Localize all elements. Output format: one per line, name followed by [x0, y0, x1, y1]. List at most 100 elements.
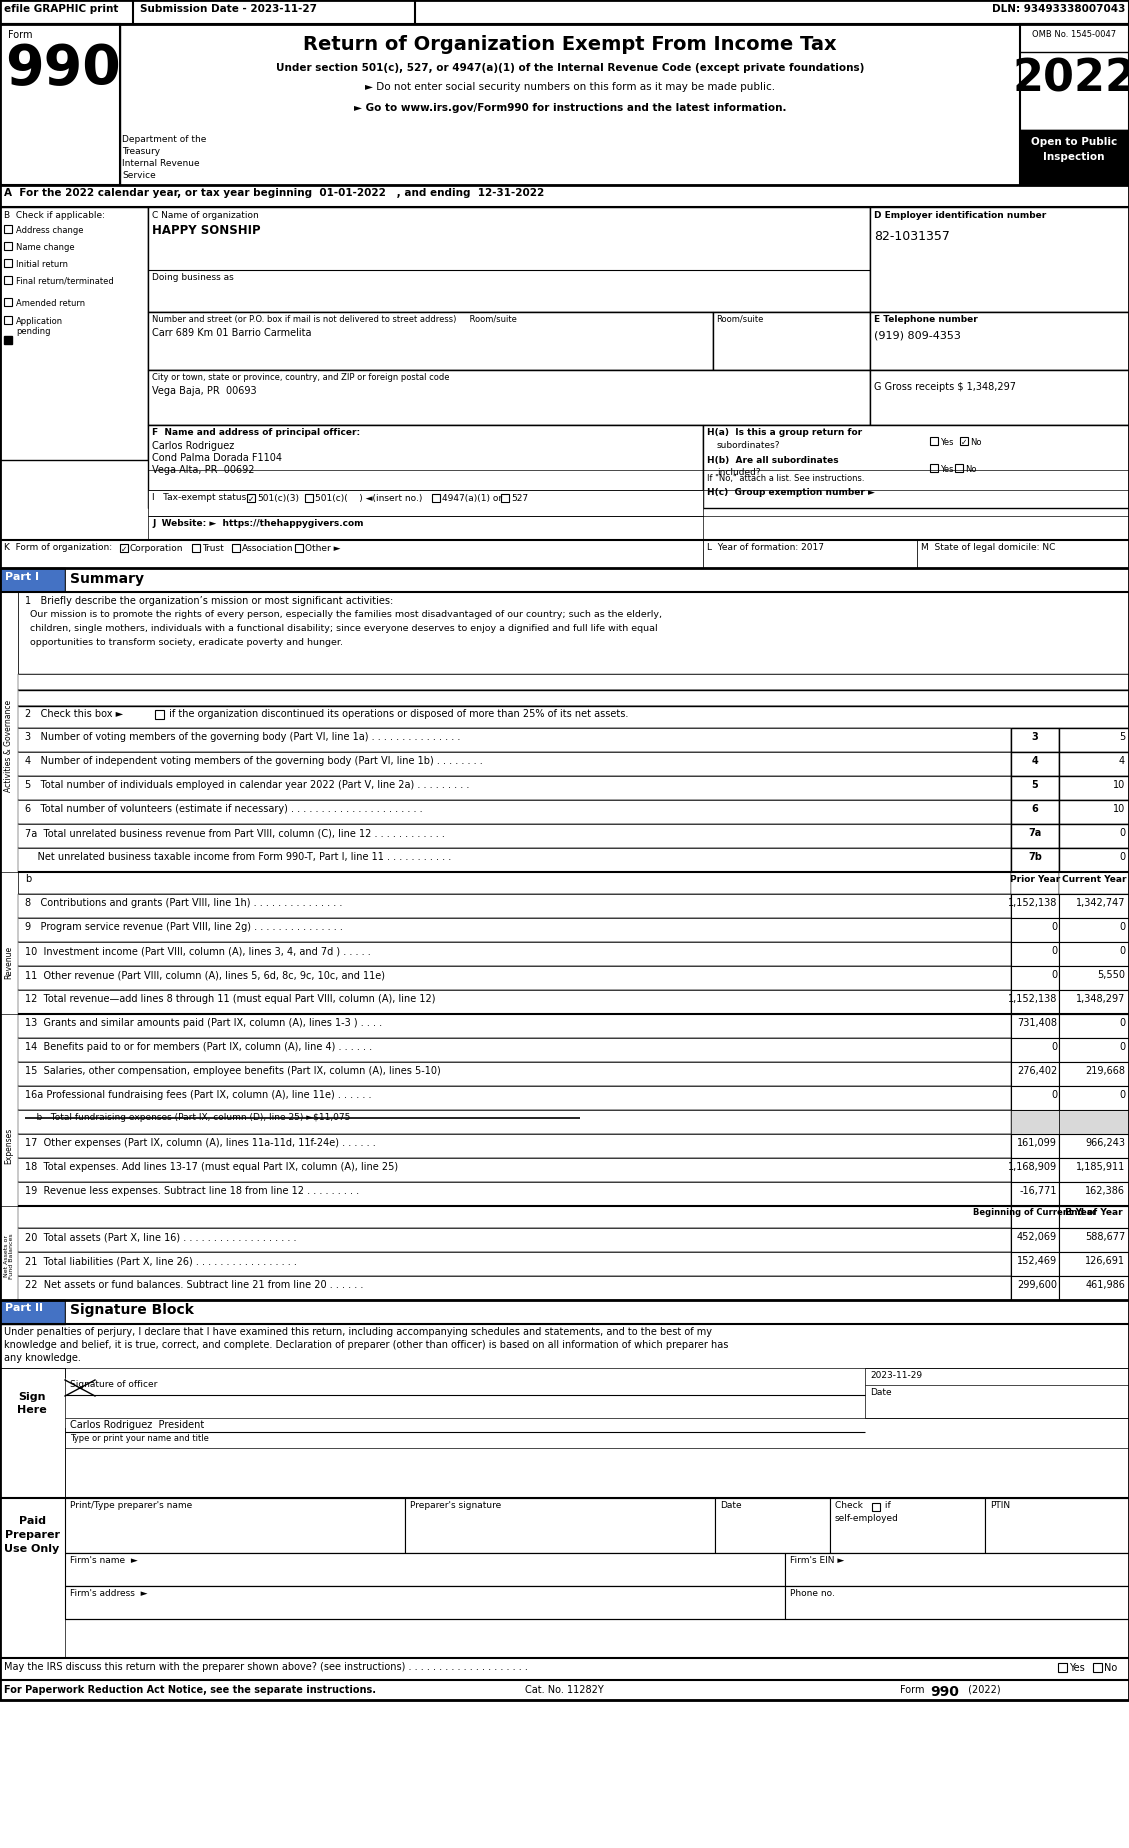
Bar [1059, 894, 1129, 918]
Text: Net Assets or
Fund Balances: Net Assets or Fund Balances [3, 1233, 15, 1279]
Bar [917, 540, 1129, 567]
Bar [1059, 1207, 1129, 1229]
Text: F  Name and address of principal officer:: F Name and address of principal officer: [152, 429, 360, 436]
Text: 17  Other expenses (Part IX, column (A), lines 11a-11d, 11f-24e) . . . . . .: 17 Other expenses (Part IX, column (A), … [25, 1138, 376, 1148]
Text: I   Tax-exempt status:: I Tax-exempt status: [152, 493, 250, 503]
Text: Signature of officer: Signature of officer [70, 1380, 157, 1390]
Text: Part I: Part I [5, 573, 40, 582]
Bar [870, 312, 1129, 370]
Text: Date: Date [870, 1388, 892, 1397]
Text: 20  Total assets (Part X, line 16) . . . . . . . . . . . . . . . . . . .: 20 Total assets (Part X, line 16) . . . … [25, 1233, 297, 1242]
Text: 990: 990 [5, 43, 121, 96]
Bar [0, 1015, 18, 1279]
Bar [192, 543, 200, 553]
Bar [18, 967, 1010, 991]
Text: HAPPY SONSHIP: HAPPY SONSHIP [152, 224, 261, 237]
Bar [18, 991, 1010, 1015]
Bar [18, 1015, 1010, 1039]
Text: 11  Other revenue (Part VIII, column (A), lines 5, 6d, 8c, 9c, 10c, and 11e): 11 Other revenue (Part VIII, column (A),… [25, 970, 385, 979]
Text: Paid: Paid [18, 1515, 45, 1526]
Text: 162,386: 162,386 [1085, 1186, 1124, 1196]
Bar [0, 1207, 18, 1307]
Text: 3: 3 [1032, 732, 1039, 743]
Text: 1,152,138: 1,152,138 [1007, 898, 1057, 907]
Bar [18, 1111, 1010, 1135]
Text: Yes: Yes [940, 438, 954, 447]
Bar [1010, 872, 1059, 894]
Text: 5   Total number of individuals employed in calendar year 2022 (Part V, line 2a): 5 Total number of individuals employed i… [25, 780, 470, 789]
Text: Preparer: Preparer [5, 1530, 60, 1539]
Bar [0, 540, 703, 567]
Bar [1010, 1111, 1059, 1135]
Bar [1059, 1039, 1129, 1063]
Bar [1010, 1063, 1059, 1087]
Bar [1010, 1159, 1059, 1183]
Text: (2022): (2022) [965, 1685, 1000, 1695]
Text: subordinates?: subordinates? [717, 442, 780, 451]
Bar [1010, 1207, 1059, 1229]
Text: 21  Total liabilities (Part X, line 26) . . . . . . . . . . . . . . . . .: 21 Total liabilities (Part X, line 26) .… [25, 1257, 297, 1266]
Bar [18, 918, 1010, 942]
Text: 0: 0 [1051, 1090, 1057, 1100]
Bar [120, 543, 128, 553]
Bar [703, 540, 917, 567]
Text: 1,168,909: 1,168,909 [1008, 1162, 1057, 1172]
Text: H(b)  Are all subordinates: H(b) Are all subordinates [707, 456, 839, 466]
Bar [305, 493, 313, 503]
Bar [18, 1087, 1010, 1111]
Text: Firm's name  ►: Firm's name ► [70, 1556, 138, 1565]
Bar [703, 425, 1129, 508]
Bar [1059, 824, 1129, 848]
Bar [148, 425, 703, 508]
Bar [1059, 800, 1129, 824]
Bar [148, 490, 703, 516]
Text: Form: Form [900, 1685, 928, 1695]
Bar [1010, 1275, 1059, 1299]
Bar [1059, 1111, 1129, 1135]
Text: 4: 4 [1119, 756, 1124, 767]
Bar [120, 24, 1019, 185]
Text: 0: 0 [1051, 922, 1057, 931]
Bar [1059, 1251, 1129, 1275]
Bar [155, 710, 164, 719]
Text: included?: included? [717, 468, 761, 477]
Text: 0: 0 [1119, 922, 1124, 931]
Text: 2022: 2022 [1012, 57, 1129, 100]
Bar [148, 516, 703, 540]
Text: 0: 0 [1051, 970, 1057, 979]
Bar [1010, 967, 1059, 991]
Text: Beginning of Current Year: Beginning of Current Year [973, 1209, 1096, 1218]
Text: 15  Salaries, other compensation, employee benefits (Part IX, column (A), lines : 15 Salaries, other compensation, employe… [25, 1066, 440, 1076]
Text: E Telephone number: E Telephone number [874, 314, 978, 323]
Bar [930, 436, 938, 445]
Bar [1010, 872, 1059, 894]
Text: B  Check if applicable:: B Check if applicable: [5, 211, 105, 220]
Bar [865, 1368, 1129, 1417]
Text: Date: Date [720, 1501, 742, 1510]
Text: M  State of legal domicile: NC: M State of legal domicile: NC [921, 543, 1056, 553]
Text: 966,243: 966,243 [1085, 1138, 1124, 1148]
Bar [18, 728, 1010, 752]
Bar [18, 1063, 1010, 1087]
Text: Internal Revenue: Internal Revenue [122, 159, 200, 168]
Bar [1010, 894, 1059, 918]
Bar [18, 848, 1010, 872]
Text: Preparer's signature: Preparer's signature [410, 1501, 501, 1510]
Bar [1010, 728, 1059, 752]
Text: 5,550: 5,550 [1097, 970, 1124, 979]
Text: May the IRS discuss this return with the preparer shown above? (see instructions: May the IRS discuss this return with the… [5, 1661, 528, 1672]
Text: Room/suite: Room/suite [716, 314, 763, 323]
Bar [1059, 752, 1129, 776]
Text: 990: 990 [930, 1685, 959, 1698]
Bar [930, 464, 938, 471]
Bar [18, 689, 1129, 706]
Text: Firm's EIN ►: Firm's EIN ► [790, 1556, 844, 1565]
Text: Name change: Name change [16, 242, 75, 251]
Bar [18, 1275, 1010, 1299]
Bar [1059, 1275, 1129, 1299]
Bar [148, 207, 870, 312]
Bar [18, 1159, 1010, 1183]
Text: Prior Year: Prior Year [1009, 874, 1060, 883]
Text: Vega Baja, PR  00693: Vega Baja, PR 00693 [152, 386, 256, 395]
Bar [1059, 1159, 1129, 1183]
